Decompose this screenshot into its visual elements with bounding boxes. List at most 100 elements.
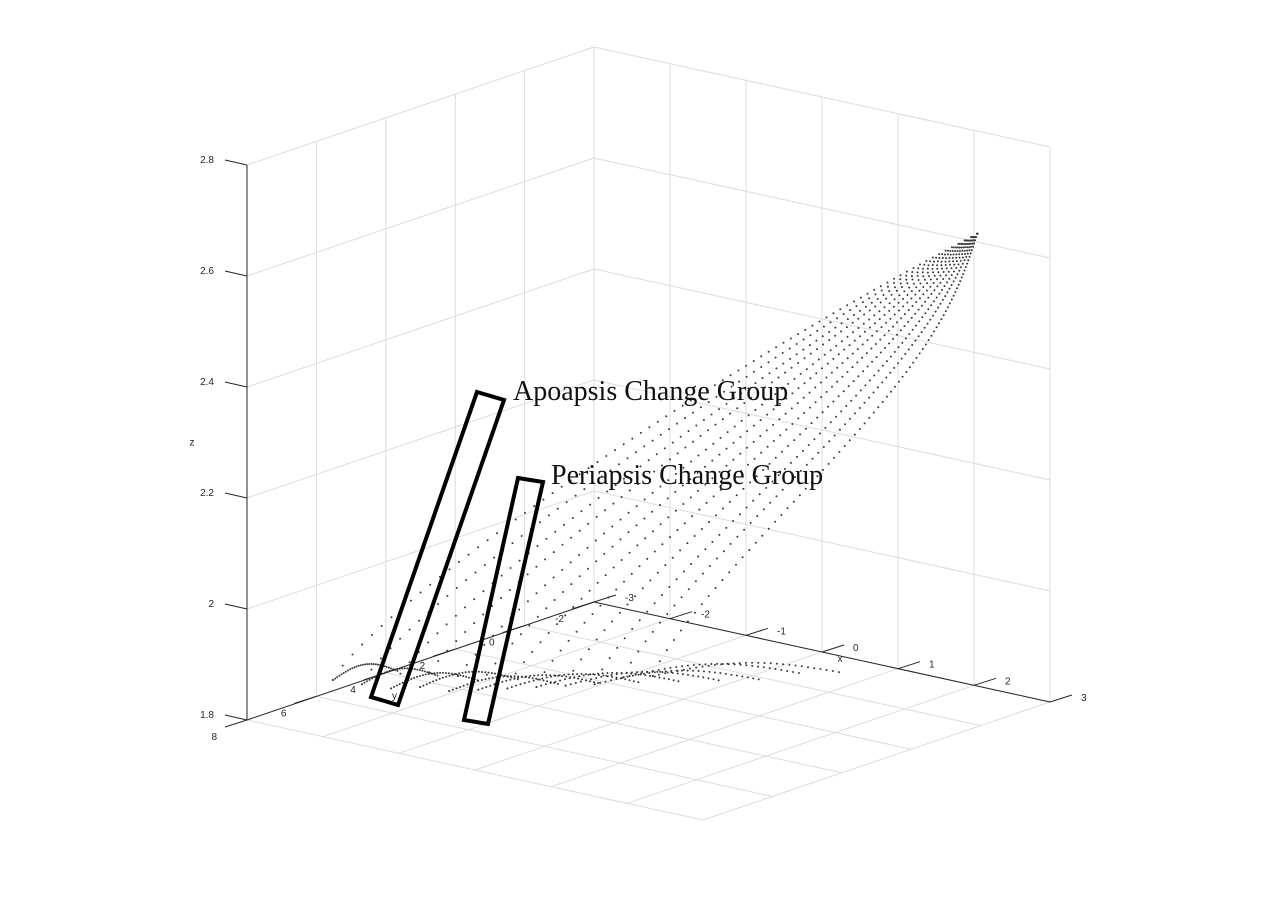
trajectory-point — [970, 249, 973, 252]
trajectory-point — [822, 343, 825, 346]
trajectory-point — [952, 280, 955, 283]
trajectory-point — [612, 502, 615, 505]
trajectory-point — [640, 672, 643, 675]
trajectory-point — [626, 457, 629, 460]
trajectory-point — [782, 362, 785, 365]
trajectory-point — [851, 321, 854, 324]
trajectory-point — [789, 337, 792, 340]
trajectory-point — [468, 671, 470, 673]
trajectory-point — [446, 594, 449, 597]
trajectory-point — [784, 412, 787, 415]
trajectory-point — [541, 677, 544, 680]
trajectory-point — [699, 406, 702, 409]
trajectory-point — [945, 267, 948, 270]
trajectory-point — [923, 326, 926, 329]
trajectory-point — [930, 304, 933, 307]
trajectory-point — [730, 385, 733, 388]
z-tick-mark — [224, 714, 248, 721]
trajectory-point — [642, 672, 645, 675]
trajectory-point — [858, 309, 861, 312]
trajectory-point — [399, 637, 402, 640]
trajectory-point — [964, 253, 966, 255]
trajectory-point — [536, 615, 539, 618]
trajectory-point — [899, 278, 902, 281]
trajectory-point — [581, 678, 584, 681]
y-tick-mark — [294, 695, 317, 704]
trajectory-point — [639, 465, 642, 468]
trajectory-point — [653, 675, 656, 678]
trajectory-point — [954, 276, 957, 279]
trajectory-point — [868, 416, 871, 419]
trajectory-point — [815, 372, 818, 375]
trajectory-point — [720, 663, 723, 666]
trajectory-point — [879, 301, 882, 304]
trajectory-point — [698, 663, 701, 666]
trajectory-point — [832, 357, 835, 360]
trajectory-point — [578, 675, 581, 678]
trajectory-point — [366, 680, 368, 683]
trajectory-point — [542, 498, 545, 501]
trajectory-point — [956, 273, 959, 276]
trajectory-point — [807, 444, 810, 446]
trajectory-point — [564, 684, 567, 687]
trajectory-point — [619, 518, 622, 521]
trajectory-point — [619, 538, 622, 541]
trajectory-point — [907, 348, 910, 351]
trajectory-point — [659, 504, 661, 506]
trajectory-point — [873, 288, 876, 291]
trajectory-point — [692, 674, 695, 677]
trajectory-point — [892, 325, 894, 328]
trajectory-point — [609, 469, 612, 472]
trajectory-point — [897, 380, 900, 383]
y-tick-label: 8 — [211, 732, 217, 743]
trajectory-point — [861, 356, 864, 359]
trajectory-point — [484, 671, 487, 674]
trajectory-point — [949, 253, 952, 256]
trajectory-point — [341, 664, 344, 667]
trajectory-point — [912, 282, 915, 285]
trajectory-point — [966, 246, 969, 249]
trajectory-point — [524, 511, 526, 514]
trajectory-point — [853, 339, 856, 342]
trajectory-point — [366, 663, 369, 666]
trajectory-point — [926, 271, 929, 274]
trajectory-point — [722, 507, 724, 510]
trajectory-point — [653, 470, 656, 473]
trajectory-point — [803, 357, 806, 360]
trajectory-point — [637, 673, 640, 676]
trajectory-point — [569, 561, 572, 564]
trajectory-point — [936, 260, 939, 263]
trajectory-point — [445, 623, 448, 626]
x-tick-label: -1 — [777, 626, 786, 637]
trajectory-point — [912, 361, 915, 364]
trajectory-point — [947, 270, 950, 273]
trajectory-point — [683, 522, 686, 525]
trajectory-point — [856, 361, 859, 364]
trajectory-point — [842, 313, 845, 316]
trajectory-point — [578, 575, 581, 578]
trajectory-point — [821, 411, 824, 414]
trajectory-point — [870, 347, 873, 350]
trajectory-point — [675, 578, 678, 581]
trajectory-point — [656, 420, 659, 423]
trajectory-point — [944, 260, 947, 263]
trajectory-point — [893, 313, 896, 316]
trajectory-point — [938, 257, 941, 259]
trajectory-point — [740, 392, 743, 395]
trajectory-point — [625, 671, 628, 674]
trajectory-point — [668, 428, 670, 431]
trajectory-point — [798, 494, 801, 497]
y-tick-mark — [224, 719, 248, 728]
trajectory-point — [749, 481, 752, 484]
trajectory-point — [672, 639, 675, 641]
trajectory-point — [935, 326, 938, 329]
trajectory-point — [587, 648, 590, 651]
trajectory-point — [687, 588, 690, 591]
trajectory-point — [940, 264, 943, 267]
trajectory-point — [718, 408, 720, 411]
trajectory-point — [952, 253, 955, 256]
trajectory-point — [924, 312, 927, 315]
trajectory-point — [653, 671, 656, 674]
apoapsis-group-box — [368, 389, 507, 708]
trajectory-point — [659, 670, 662, 673]
